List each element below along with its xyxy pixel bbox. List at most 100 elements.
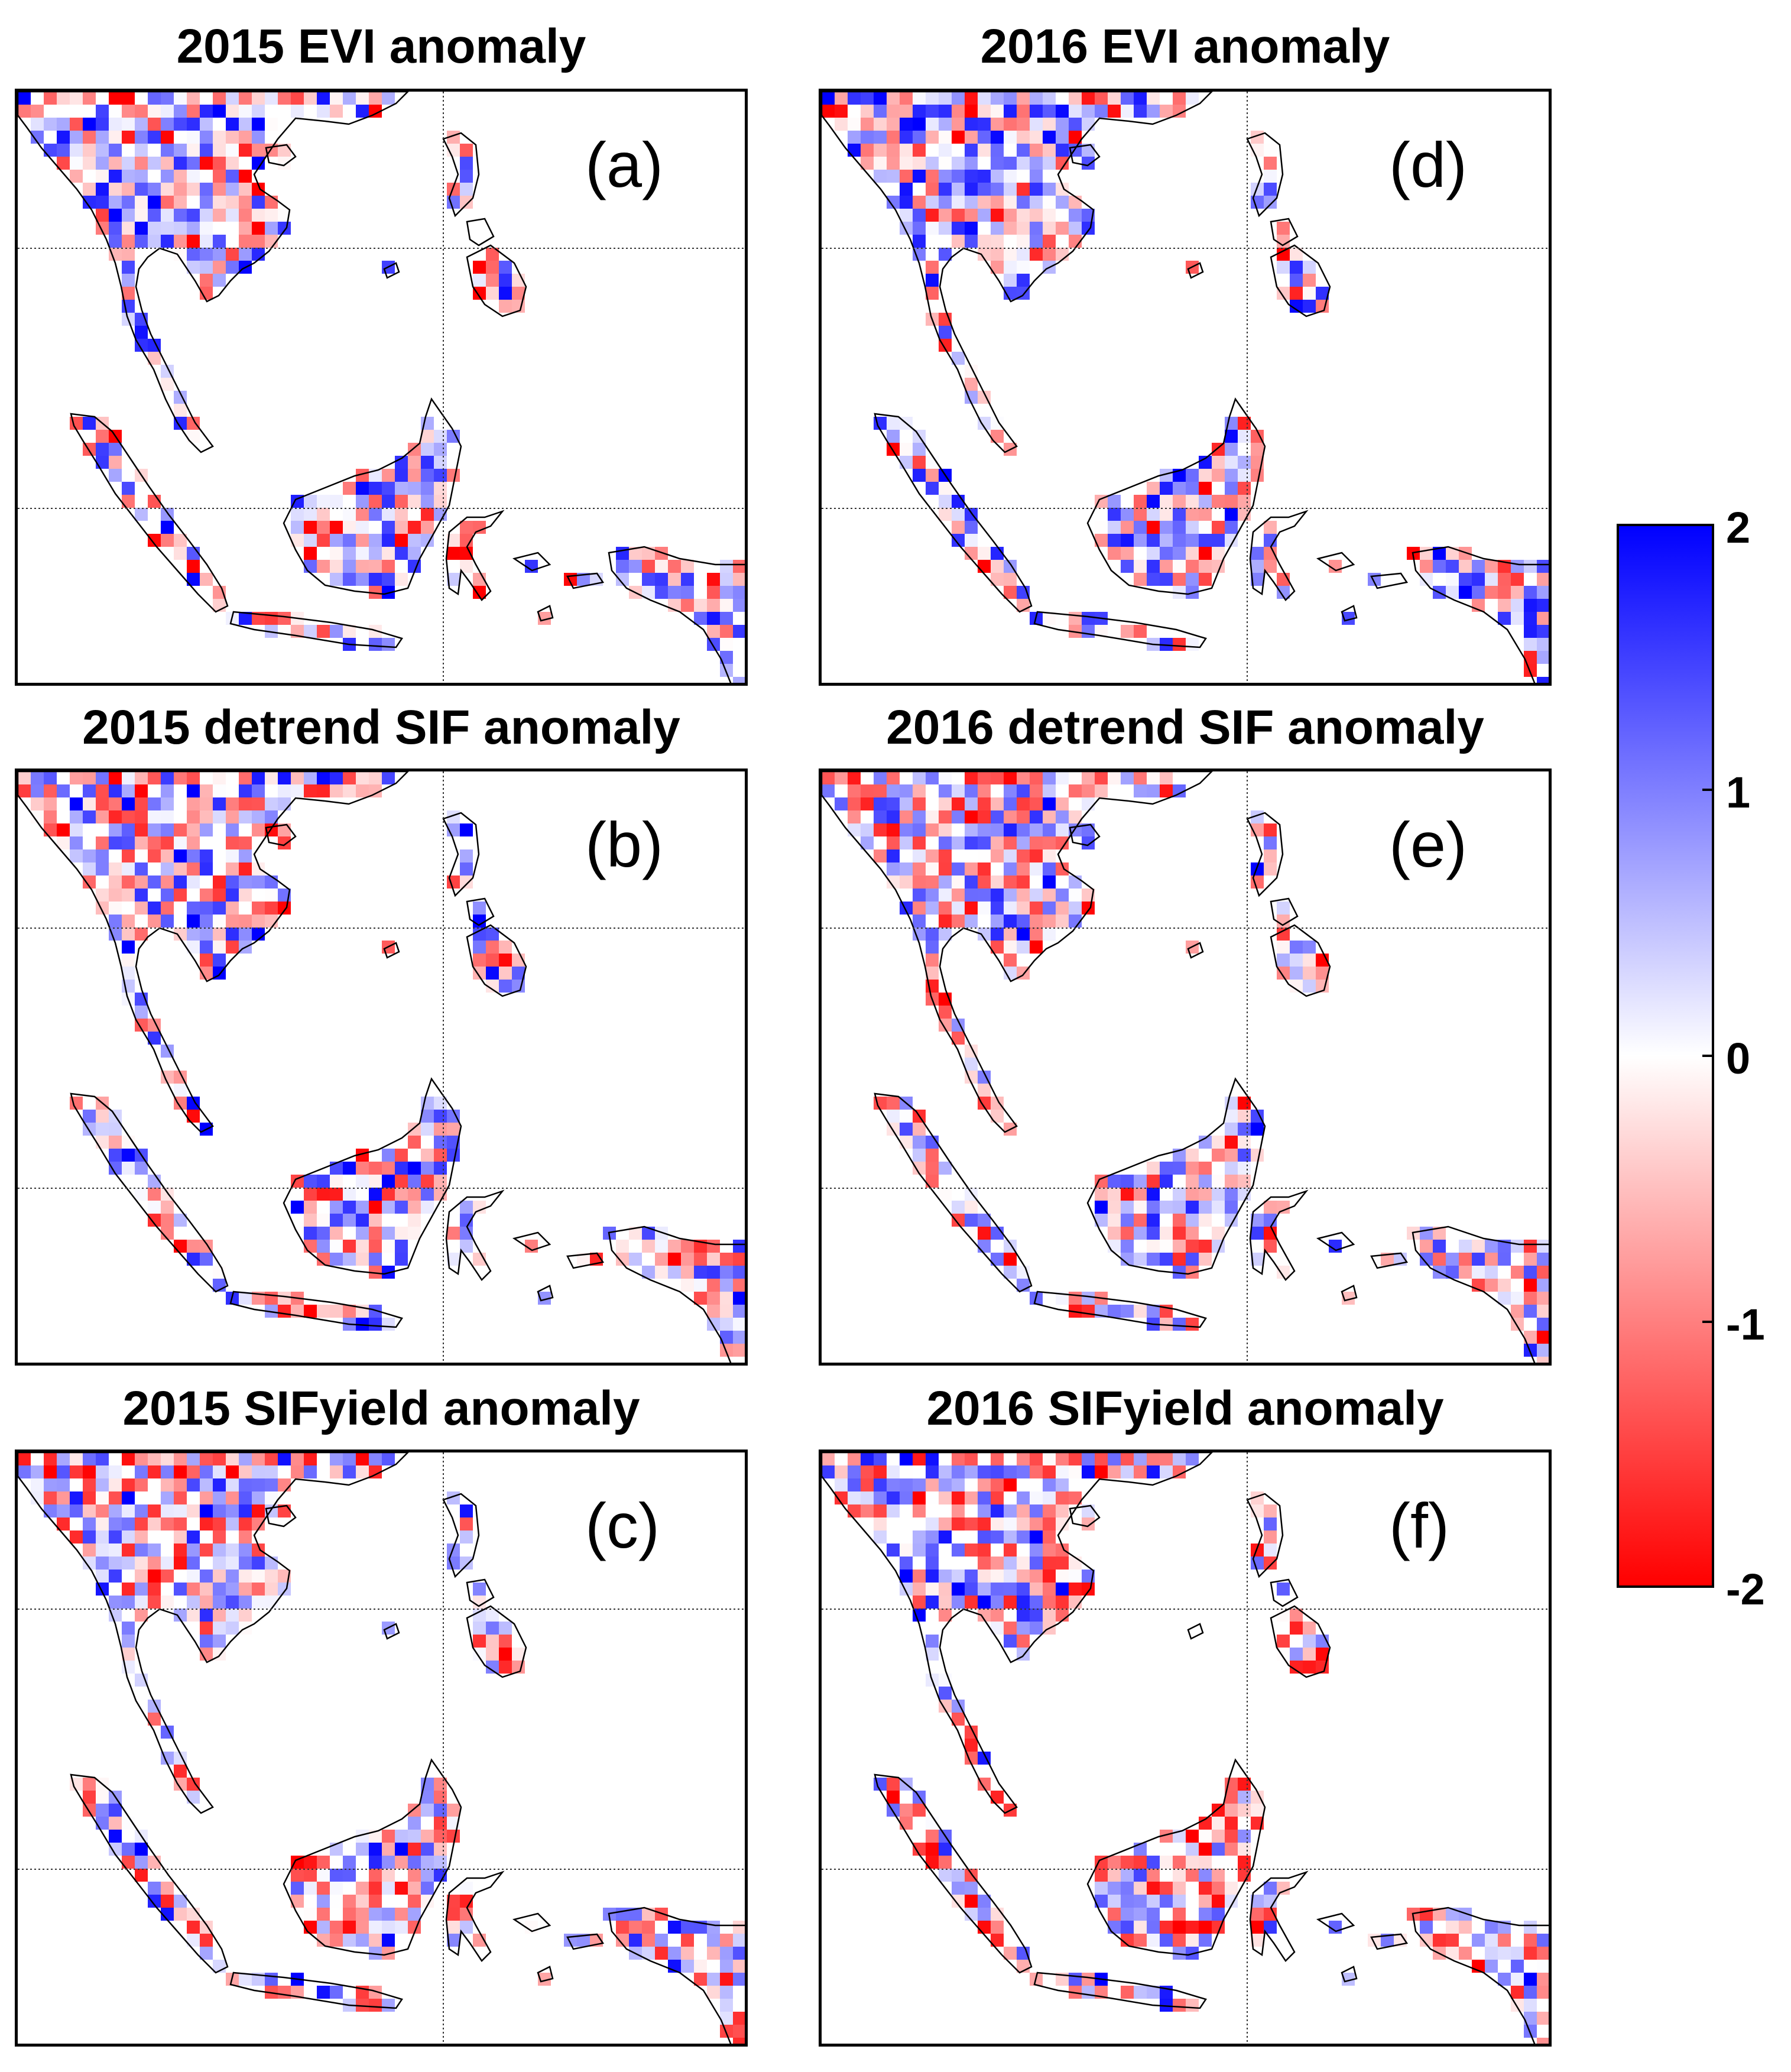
- anomaly-pixel: [447, 547, 460, 560]
- anomaly-pixel: [991, 1253, 1004, 1266]
- anomaly-pixel: [174, 928, 187, 941]
- anomaly-pixel: [200, 784, 213, 797]
- anomaly-pixel: [252, 797, 265, 810]
- anomaly-pixel: [965, 836, 978, 849]
- anomaly-pixel: [1121, 1921, 1134, 1934]
- anomaly-pixel: [239, 1570, 252, 1583]
- anomaly-pixel: [213, 183, 226, 196]
- anomaly-pixel: [1017, 1609, 1030, 1622]
- anomaly-pixel: [1147, 1895, 1160, 1908]
- coastline: [1316, 552, 1355, 572]
- anomaly-pixel: [1056, 196, 1069, 209]
- anomaly-pixel: [1238, 1843, 1251, 1856]
- anomaly-pixel: [1134, 92, 1147, 105]
- anomaly-pixel: [486, 1648, 499, 1661]
- anomaly-pixel: [913, 862, 926, 876]
- anomaly-pixel: [356, 1830, 369, 1843]
- anomaly-pixel: [434, 1175, 447, 1188]
- anomaly-pixel: [395, 1227, 408, 1240]
- anomaly-pixel: [1147, 1908, 1160, 1921]
- anomaly-pixel: [913, 810, 926, 823]
- anomaly-pixel: [135, 235, 148, 248]
- anomaly-pixel: [1121, 1227, 1134, 1240]
- anomaly-pixel: [317, 1908, 330, 1921]
- anomaly-pixel: [1199, 1188, 1212, 1201]
- anomaly-pixel: [1108, 1305, 1121, 1318]
- anomaly-pixel: [109, 222, 122, 235]
- anomaly-pixel: [213, 1478, 226, 1491]
- anomaly-pixel: [887, 836, 900, 849]
- coastline: [566, 1933, 605, 1950]
- anomaly-pixel: [369, 534, 382, 547]
- anomaly-pixel: [1004, 1596, 1017, 1609]
- anomaly-pixel: [1264, 560, 1277, 573]
- anomaly-pixel: [1290, 274, 1303, 287]
- anomaly-pixel: [213, 928, 226, 941]
- anomaly-pixel: [1043, 915, 1056, 928]
- anomaly-pixel: [421, 469, 434, 482]
- anomaly-pixel: [278, 1478, 291, 1491]
- anomaly-pixel: [109, 1544, 122, 1557]
- anomaly-pixel: [291, 1882, 304, 1895]
- anomaly-pixel: [122, 222, 135, 235]
- anomaly-pixel: [1173, 1240, 1186, 1253]
- anomaly-pixel: [1134, 1465, 1147, 1478]
- anomaly-pixel: [278, 222, 291, 235]
- coastline: [265, 1504, 297, 1528]
- anomaly-pixel: [577, 1253, 590, 1266]
- anomaly-pixel: [96, 105, 109, 118]
- anomaly-pixel: [187, 105, 200, 118]
- anomaly-pixel: [330, 534, 343, 547]
- anomaly-pixel: [512, 287, 525, 300]
- anomaly-pixel: [1147, 771, 1160, 784]
- anomaly-pixel: [434, 430, 447, 443]
- anomaly-pixel: [1524, 1331, 1537, 1344]
- anomaly-pixel: [939, 1006, 952, 1019]
- anomaly-pixel: [1277, 1609, 1290, 1622]
- anomaly-pixel: [887, 1778, 900, 1791]
- anomaly-pixel: [122, 1856, 135, 1869]
- anomaly-pixel: [369, 1908, 382, 1921]
- anomaly-pixel: [265, 797, 278, 810]
- anomaly-pixel: [1251, 1804, 1264, 1817]
- anomaly-pixel: [434, 1123, 447, 1136]
- anomaly-pixel: [952, 915, 965, 928]
- anomaly-pixel: [913, 1570, 926, 1583]
- anomaly-pixel: [356, 92, 369, 105]
- anomaly-pixel: [148, 118, 161, 131]
- anomaly-pixel: [57, 836, 70, 849]
- anomaly-pixel: [978, 131, 991, 144]
- anomaly-pixel: [1212, 456, 1225, 469]
- anomaly-pixel: [1264, 1882, 1277, 1895]
- anomaly-pixel: [369, 1986, 382, 1999]
- anomaly-pixel: [200, 954, 213, 967]
- anomaly-pixel: [1017, 797, 1030, 810]
- anomaly-pixel: [1160, 105, 1173, 118]
- anomaly-pixel: [1173, 1908, 1186, 1921]
- anomaly-pixel: [213, 92, 226, 105]
- anomaly-pixel: [304, 534, 317, 547]
- anomaly-pixel: [96, 1804, 109, 1817]
- anomaly-pixel: [707, 612, 720, 625]
- anomaly-pixel: [161, 1504, 174, 1517]
- anomaly-pixel: [991, 876, 1004, 889]
- anomaly-pixel: [44, 810, 57, 823]
- anomaly-pixel: [1056, 836, 1069, 849]
- anomaly-pixel: [382, 469, 395, 482]
- anomaly-pixel: [252, 222, 265, 235]
- anomaly-pixel: [978, 1084, 991, 1097]
- anomaly-pixel: [1498, 586, 1511, 599]
- anomaly-pixel: [1160, 495, 1173, 508]
- anomaly-pixel: [1511, 1960, 1524, 1973]
- anomaly-pixel: [1199, 534, 1212, 547]
- anomaly-pixel: [1537, 1934, 1549, 1947]
- anomaly-pixel: [317, 1214, 330, 1227]
- anomaly-pixel: [1082, 105, 1095, 118]
- anomaly-pixel: [200, 183, 213, 196]
- coastline: [1412, 546, 1549, 683]
- anomaly-pixel: [161, 797, 174, 810]
- anomaly-pixel: [848, 1491, 861, 1504]
- anomaly-pixel: [1030, 131, 1043, 144]
- anomaly-pixel: [122, 170, 135, 183]
- anomaly-pixel: [421, 534, 434, 547]
